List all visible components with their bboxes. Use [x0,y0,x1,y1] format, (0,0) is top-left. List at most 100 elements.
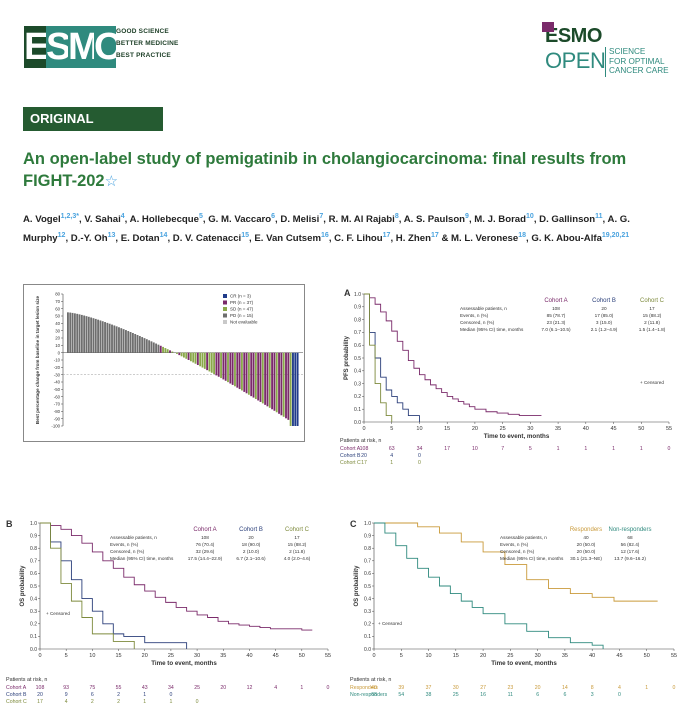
author-name: E. Van Cutsem [254,233,322,245]
x-tick-label: 0 [38,653,41,659]
table-cell: 17 [649,306,655,311]
author-name: R. M. Al Rajabi [328,214,395,226]
risk-count: 17 [37,699,43,705]
risk-count: 0 [418,453,421,459]
waterfall-bar [108,323,111,353]
affiliation-ref[interactable]: 5 [198,213,203,220]
affiliation-ref[interactable]: 9 [465,213,469,220]
waterfall-bar [236,352,239,388]
y-axis-label: Best percentage change from baseline in … [35,295,40,424]
censored-legend: + Censored [378,621,402,626]
risk-count: 6 [536,692,539,698]
waterfall-bar [164,348,167,353]
waterfall-bar [69,312,72,353]
affiliation-ref[interactable]: 11 [595,213,603,220]
legend-label: CR (n = 3) [230,294,251,299]
legend-swatch [223,313,227,318]
affiliation-ref[interactable]: 18 [518,232,527,240]
waterfall-bar [141,337,144,353]
risk-count: 43 [142,685,148,691]
waterfall-bar [92,318,95,353]
y-tick-label: 50 [55,314,60,319]
affiliation-ref[interactable]: 8 [394,213,399,220]
waterfall-bar [268,352,271,408]
affiliation-ref[interactable]: 17 [430,232,439,240]
table-cell: 20 [248,535,254,540]
waterfall-bar [83,315,86,353]
author: A. Vogel1,2,3* [23,213,79,225]
affiliation-ref[interactable]: 15 [241,232,250,240]
legend-label: SD (n = 47) [230,307,254,312]
waterfall-bar [71,312,74,353]
y-tick-label: 0.4 [354,369,361,375]
table-header: Cohort B [239,527,263,533]
affiliation-ref[interactable]: 19,20,21 [601,232,630,240]
affiliation-ref[interactable]: 16 [321,232,329,240]
author: D. Melisi7 [280,213,324,225]
table-row-label: Events, n (%) [500,542,529,547]
star-icon[interactable]: ☆ [104,173,119,190]
y-tick-label: 0.5 [364,584,371,590]
author: D. Gallinson11 [539,213,603,225]
waterfall-bar [106,322,109,353]
y-tick-label: 0.3 [30,609,37,615]
y-tick-label: 0.8 [354,317,361,323]
waterfall-bar [155,343,158,353]
affiliation-ref[interactable]: 10 [526,213,534,220]
waterfall-bar [122,329,125,353]
author-name: A. Hollebecque [129,214,199,226]
table-header: Cohort C [640,298,665,304]
waterfall-bar [238,352,241,390]
km-curve [40,522,313,631]
table-cell: 76 (70.4) [196,542,215,547]
table-header: Cohort C [285,527,310,533]
affiliation-ref[interactable]: 14 [159,232,168,240]
risk-count: 3 [591,692,594,698]
table-cell: 2 (11.8) [289,549,305,554]
x-tick-label: 35 [220,653,226,659]
waterfall-bar [67,312,69,353]
waterfall-bar [166,349,169,353]
open-logo-open: OPEN [545,48,606,73]
x-tick-label: 50 [644,653,650,659]
table-cell: 30.1 (21.3–NE) [570,556,602,561]
affiliation-ref[interactable]: 13 [107,232,116,240]
author-name: M. L. Veronese [451,233,519,245]
author: V. Sahai4 [84,213,125,225]
affiliation-ref[interactable]: 17 [382,232,391,240]
waterfall-bar [241,352,243,391]
waterfall-bar [80,314,83,353]
risk-count: 34 [417,446,423,452]
author-name: C. F. Lihou [334,233,383,245]
waterfall-bar [131,332,134,353]
y-tick-label: -100 [51,424,60,429]
x-tick-label: 30 [194,653,200,659]
waterfall-bar [162,346,164,353]
table-cell: 15 (88.2) [288,542,307,547]
risk-count: 20 [361,453,367,459]
risk-count: 12 [247,685,253,691]
tagline-line: BETTER MEDICINE [116,40,179,47]
table-cell: 20 [601,306,607,311]
risk-count: 1 [584,446,587,452]
y-tick-label: 0 [58,350,61,355]
author: M. J. Borad10 [474,213,534,225]
waterfall-bar [271,352,274,410]
waterfall-figure: 80 70 60 50 40 30 20 10 0 -10 -20 -30 -40 -50 -60 -70 -8… [23,284,305,442]
affiliation-ref[interactable]: 7 [319,213,324,220]
x-tick-label: 35 [562,653,568,659]
waterfall-bar [201,352,204,368]
x-axis-label: Time to event, months [491,660,557,667]
table-row-label: Censored, n (%) [110,549,145,554]
affiliation-ref[interactable]: 1,2,3* [60,213,79,220]
author-name: G. M. Vaccaro [208,214,272,226]
table-cell: 108 [201,535,209,540]
y-tick-label: 0.5 [354,356,361,362]
affiliation-ref[interactable]: 12 [57,232,66,240]
x-tick-label: 40 [589,653,595,659]
affiliation-ref[interactable]: 6 [271,213,276,220]
risk-count: 108 [360,446,369,452]
affiliation-ref[interactable]: 4 [120,213,125,220]
os-by-response-figure: C0.00.10.20.30.40.50.60.70.80.91.00 5 10 15… [350,519,677,698]
km-curve [374,522,604,649]
